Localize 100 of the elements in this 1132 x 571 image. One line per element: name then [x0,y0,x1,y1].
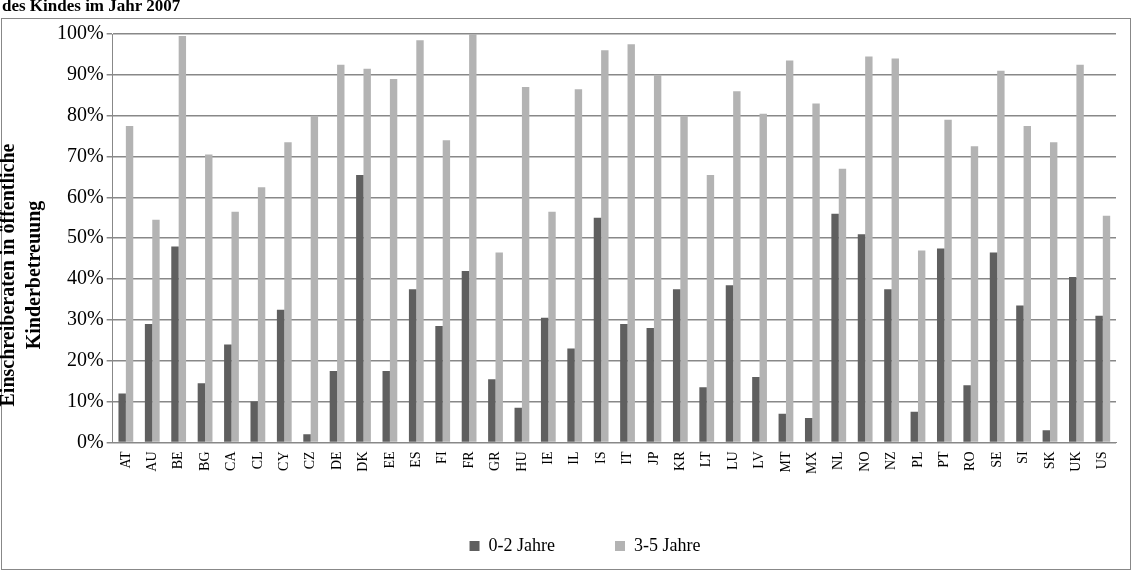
x-tick-label: DK [355,451,371,472]
bar [567,348,575,442]
y-tick-label: 20% [66,348,104,370]
bar [804,417,813,442]
bar [1095,315,1103,442]
bar [488,379,496,442]
bar [205,154,213,442]
x-tick-label: EE [381,451,397,469]
bar [653,74,662,442]
x-tick-label: LV [751,451,767,469]
bar [997,70,1005,442]
bar [910,411,918,442]
bar [389,78,398,442]
x-tick-label: CZ [302,451,318,470]
x-tick-label: NZ [883,451,899,471]
bar [936,248,945,442]
y-axis-title: Einschreiberaten in öffentliche Kinderbetreuung [0,142,46,409]
x-tick-label: IE [539,451,555,465]
x-tick-label: RO [962,451,978,471]
bar [363,68,371,442]
x-tick-label: MT [777,450,793,473]
bar [521,87,530,442]
bar [857,234,866,442]
y-tick-label: 0% [76,429,104,452]
bar [224,344,232,442]
y-tick-label: 30% [66,307,104,330]
bar [382,370,390,442]
x-tick-label: MX [804,451,820,474]
x-tick-label: FI [434,451,450,464]
bar [329,370,338,442]
x-tick-label: CY [275,451,291,471]
bar [752,377,760,442]
bar [646,328,654,442]
x-tick-label: LT [698,451,714,468]
x-tick-label: CA [223,450,239,471]
x-tick-label: SK [1041,451,1057,470]
bar [785,60,794,442]
x-tick-label: NO [856,451,872,472]
bar [250,401,258,442]
bar [1069,277,1077,442]
bar [1016,305,1024,442]
x-tick-label: US [1094,451,1110,470]
x-tick-label: AU [143,451,159,472]
bar [963,385,971,442]
x-tick-label: BG [196,451,212,471]
bar [831,213,839,442]
bar [970,146,979,442]
bar [171,246,179,442]
bar [680,115,688,442]
x-tick-label: PT [936,451,952,468]
legend-label: 3-5 Jahre [634,534,701,555]
x-tick-label: IS [592,451,608,464]
bar [891,58,899,442]
bar [284,142,292,442]
x-tick-label: GR [487,450,503,471]
bar [865,56,873,442]
bar [514,407,522,442]
bar [574,89,583,442]
bar [442,140,451,442]
bar [461,270,470,442]
x-tick-label: KR [672,450,688,471]
x-tick-label: JP [645,451,661,465]
bar [627,44,635,442]
x-tick-label: IT [619,451,635,465]
y-tick-label: 40% [66,266,104,289]
x-tick-label: ES [407,451,423,468]
bar [337,64,345,442]
y-tick-label: 60% [66,184,104,207]
bar [469,34,477,442]
x-tick-label: UK [1068,451,1084,472]
x-tick-label: CL [249,451,265,470]
x-tick-label: DE [328,451,344,471]
x-tick-label: SI [1015,451,1031,464]
x-tick-label: SE [988,451,1004,468]
bar [944,119,952,442]
bar [276,309,285,442]
y-tick-label: 90% [66,62,104,85]
bar [1076,64,1084,442]
bar [310,115,319,442]
bar [759,113,767,442]
x-tick-label: BE [170,451,186,470]
x-tick-label: PL [909,451,925,468]
bar [303,434,311,442]
bar [178,36,187,442]
bar [356,174,364,442]
bar [408,289,417,442]
bar [620,323,628,442]
y-tick-label: 100% [56,21,104,44]
y-tick-label: 80% [66,102,104,125]
bar [706,174,715,442]
bar [1023,125,1031,442]
bar [1042,430,1050,442]
bar [989,252,998,442]
bar [733,91,741,442]
bar [540,317,549,442]
bar [812,103,820,442]
bar [699,387,707,442]
bar [1049,142,1058,442]
bar [152,219,160,442]
bar [778,413,786,442]
